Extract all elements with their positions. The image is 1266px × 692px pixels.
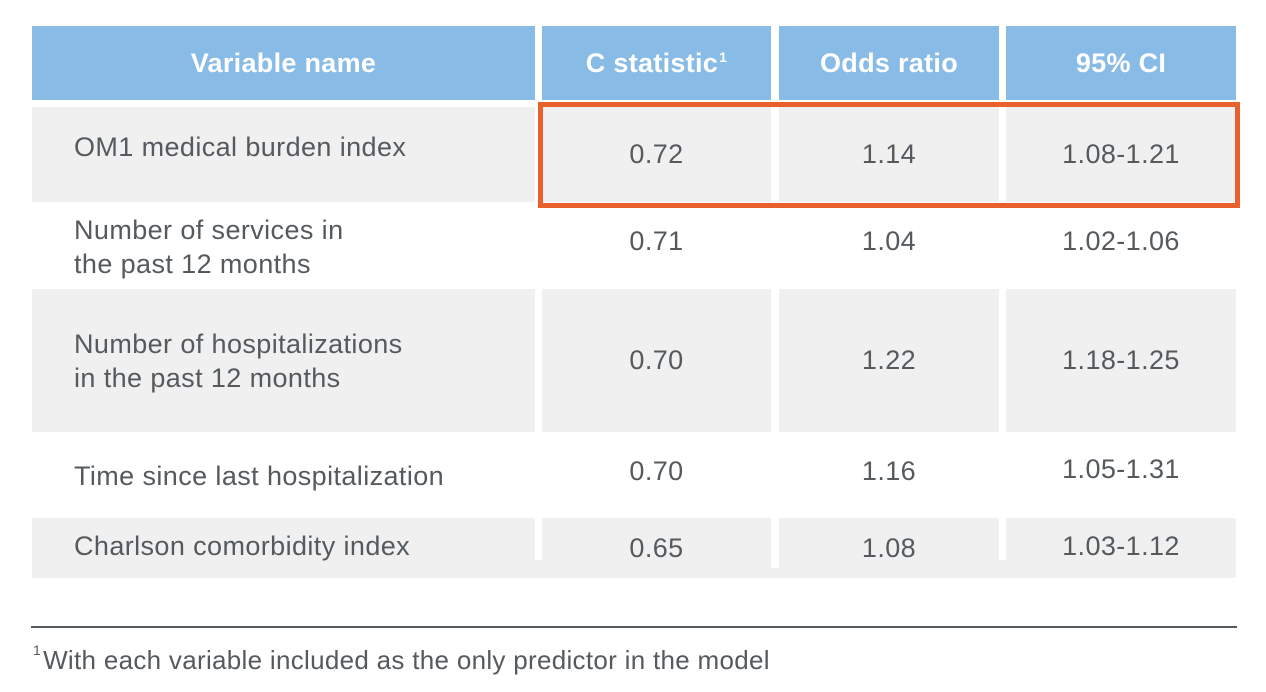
header-footnote-marker: 1	[719, 49, 728, 65]
row-2-ci-value: 1.02-1.06	[1062, 225, 1180, 256]
row-4-ci-value: 1.05-1.31	[1062, 453, 1180, 484]
row-3-95-ci: 1.18-1.25	[1006, 289, 1236, 432]
row-1-variable: OM1 medical burden index	[32, 107, 535, 202]
footnote-text: With each variable included as the only …	[43, 645, 770, 675]
row-2-or-value: 1.04	[861, 225, 917, 256]
row-5-c-statistic: 0.65	[542, 520, 771, 576]
row-4-c-value: 0.70	[629, 455, 684, 486]
header-variable-label: Variable name	[190, 47, 377, 78]
row-3-variable-line2: in the past 12 months	[74, 362, 341, 393]
row-3-odds-ratio: 1.22	[779, 289, 999, 432]
row-2-variable-line2: the past 12 months	[74, 249, 311, 279]
header-95-ci-label: 95% CI	[1075, 47, 1167, 78]
footnote: 1With each variable included as the only…	[33, 642, 770, 676]
row-2-c-value: 0.71	[629, 225, 684, 256]
header-variable-name: Variable name	[32, 26, 535, 100]
header-odds-ratio: Odds ratio	[779, 26, 999, 100]
row-3-or-value: 1.22	[861, 345, 917, 375]
row-1-ci-value: 1.08-1.21	[1062, 139, 1180, 169]
highlight-box	[538, 102, 1240, 208]
row-5-variable: Charlson comorbidity index	[32, 518, 535, 574]
row-5-95-ci: 1.03-1.12	[1006, 518, 1236, 574]
row-1-c-statistic: 0.72	[542, 107, 771, 202]
row-3-ci-value: 1.18-1.25	[1062, 345, 1180, 375]
header-odds-ratio-label: Odds ratio	[819, 47, 958, 78]
row-5-variable-text: Charlson comorbidity index	[74, 531, 411, 561]
row-3-c-statistic: 0.70	[542, 289, 771, 432]
row-5-c-value: 0.65	[629, 532, 684, 563]
row-1-95-ci: 1.08-1.21	[1006, 107, 1236, 202]
row-3-c-value: 0.70	[629, 345, 684, 375]
row-1-odds-ratio: 1.14	[779, 107, 999, 202]
header-95-ci: 95% CI	[1006, 26, 1236, 100]
footnote-marker: 1	[33, 642, 42, 659]
row-2-variable: Number of services in the past 12 months	[32, 208, 535, 286]
header-c-statistic-label: C statistic	[585, 47, 719, 78]
row-5-odds-ratio: 1.08	[779, 520, 999, 576]
row-2-c-statistic: 0.71	[542, 208, 771, 274]
row-2-odds-ratio: 1.04	[779, 208, 999, 274]
row-3-variable-line1: Number of hospitalizations	[74, 328, 403, 359]
row-4-or-value: 1.16	[861, 455, 917, 486]
row-1-or-value: 1.14	[861, 139, 917, 169]
footnote-divider	[31, 626, 1237, 628]
row-4-odds-ratio: 1.16	[779, 440, 999, 502]
row-3-variable: Number of hospitalizations in the past 1…	[32, 289, 535, 432]
row-1-c-value: 0.72	[629, 139, 684, 169]
row-1-variable-text: OM1 medical burden index	[74, 132, 407, 162]
row-5-separator-3	[999, 518, 1006, 560]
row-5-or-value: 1.08	[861, 532, 917, 563]
row-5-background	[32, 518, 1236, 578]
row-4-variable-text: Time since last hospitalization	[74, 461, 445, 491]
row-4-95-ci: 1.05-1.31	[1006, 440, 1236, 498]
row-5-separator-1	[535, 518, 542, 560]
row-2-variable-line1: Number of services in	[74, 215, 344, 245]
row-2-95-ci: 1.02-1.06	[1006, 208, 1236, 274]
row-5-separator-2	[771, 518, 779, 568]
row-4-c-statistic: 0.70	[542, 440, 771, 502]
header-c-statistic: C statistic 1	[542, 26, 771, 100]
row-5-ci-value: 1.03-1.12	[1062, 530, 1180, 561]
row-4-variable: Time since last hospitalization	[32, 440, 535, 512]
